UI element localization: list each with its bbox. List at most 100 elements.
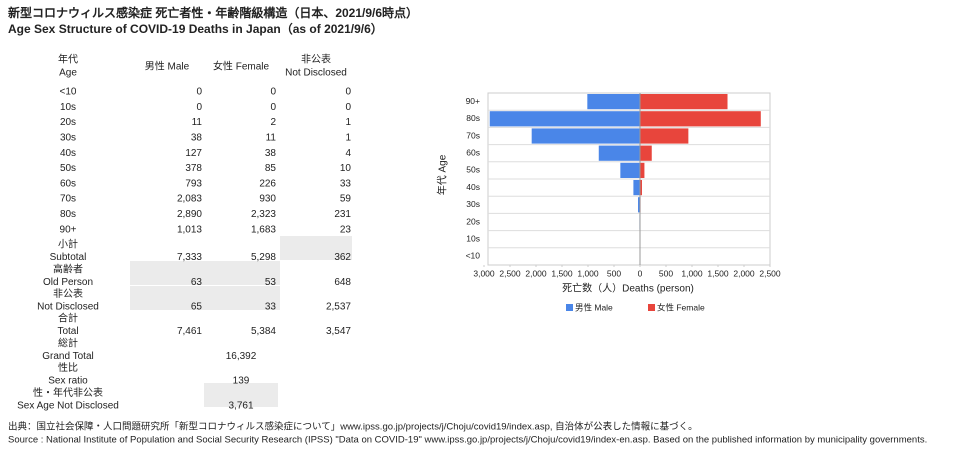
x-tick-label: 2,000 [733, 268, 755, 278]
cell: 0 [196, 102, 202, 113]
cell: 7,461 [177, 326, 202, 337]
y-axis-label: 年代 Age [436, 154, 449, 195]
cell: 1 [345, 133, 351, 144]
y-tick-label: 30s [466, 199, 480, 209]
row-label: 70s [60, 194, 76, 205]
row-label: 30s [60, 133, 76, 144]
cell: 930 [259, 194, 276, 205]
x-tick-label: 1,000 [681, 268, 703, 278]
x-tick-label: 500 [607, 268, 621, 278]
cell: 85 [265, 163, 277, 174]
cell-shade [204, 383, 278, 407]
cell: 3,761 [228, 400, 253, 411]
cell: 1,013 [177, 224, 202, 235]
cell: 226 [259, 178, 276, 189]
row-label: Total [57, 326, 78, 337]
cell: 38 [191, 133, 203, 144]
row-label: Sex Age Not Disclosed [17, 400, 119, 411]
x-tick-label: 2,500 [499, 268, 521, 278]
x-tick-label: 500 [659, 268, 673, 278]
cell: 127 [185, 148, 202, 159]
footer-ja: 出典：国立社会保障・人口問題研究所「新型コロナウィルス感染症について」www.i… [8, 421, 698, 433]
y-tick-label: 80s [466, 113, 480, 123]
x-tick-label: 1,000 [577, 268, 599, 278]
cell-shade [130, 261, 280, 285]
bar [489, 111, 640, 127]
legend-label: 女性 Female [657, 302, 705, 312]
row-label: 80s [60, 209, 76, 220]
column-header: 年代 [58, 53, 78, 66]
legend-swatch [648, 304, 655, 311]
x-tick-label: 1,500 [551, 268, 573, 278]
cell: 63 [191, 277, 203, 288]
x-axis-label: 死亡数（人）Deaths (person) [562, 282, 694, 295]
bar [640, 162, 645, 178]
cell: 3,547 [326, 326, 351, 337]
row-label: Grand Total [42, 351, 94, 362]
row-label: 総計 [58, 336, 78, 349]
column-header: Not Disclosed [285, 68, 347, 79]
x-tick-label: 0 [638, 268, 643, 278]
cell-shade [130, 286, 280, 310]
row-label: 60s [60, 178, 76, 189]
row-label: 50s [60, 163, 76, 174]
row-label: 非公表 [53, 287, 83, 300]
bar [640, 180, 642, 196]
title: 新型コロナウィルス感染症 死亡者性・年齢階級構造（日本、2021/9/6時点） [8, 5, 418, 20]
bar [531, 128, 640, 144]
cell: 2,323 [251, 209, 276, 220]
legend-swatch [566, 304, 573, 311]
cell: 0 [270, 87, 276, 98]
cell: 0 [196, 87, 202, 98]
x-tick-label: 3,000 [473, 268, 495, 278]
cell: 2,890 [177, 209, 202, 220]
row-label: Sex ratio [48, 376, 88, 387]
row-label: <10 [60, 87, 77, 98]
cell: 5,384 [251, 326, 276, 337]
cell: 7,333 [177, 252, 202, 263]
row-label: 40s [60, 148, 76, 159]
cell: 1,683 [251, 224, 276, 235]
bar [633, 180, 640, 196]
cell: 11 [266, 133, 277, 144]
cell: 16,392 [226, 351, 257, 362]
column-header: 非公表 [301, 53, 331, 66]
row-label: 90+ [60, 224, 77, 235]
row-label: Old Person [43, 277, 93, 288]
y-tick-label: 70s [466, 130, 480, 140]
row-label: 10s [60, 102, 76, 113]
row-label: Subtotal [50, 252, 87, 263]
cell: 10 [340, 163, 352, 174]
bar [640, 145, 652, 161]
cell: 793 [185, 178, 202, 189]
cell: 65 [191, 302, 203, 313]
bar [640, 111, 761, 127]
bar [640, 94, 728, 110]
bar [638, 197, 640, 213]
cell: 5,298 [251, 252, 276, 263]
cell: 53 [265, 277, 277, 288]
y-tick-label: 20s [466, 216, 480, 226]
bar [640, 128, 689, 144]
row-label: 合計 [58, 312, 78, 325]
y-tick-label: <10 [466, 251, 481, 261]
cell: 0 [345, 102, 351, 113]
cell: 139 [233, 376, 250, 387]
cell: 2 [270, 117, 276, 128]
row-label: 性比 [58, 361, 78, 374]
column-header: Age [59, 68, 77, 79]
column-header: 男性 Male [145, 60, 190, 73]
y-tick-label: 40s [466, 182, 480, 192]
subtitle: Age Sex Structure of COVID-19 Deaths in … [8, 21, 383, 36]
row-label: 20s [60, 117, 76, 128]
cell: 38 [265, 148, 277, 159]
cell: 2,537 [326, 302, 351, 313]
row-label: Not Disclosed [37, 302, 99, 313]
row-label: 性・年代非公表 [33, 386, 103, 399]
row-label: 小計 [58, 238, 78, 251]
y-tick-label: 90+ [466, 96, 480, 106]
bar [620, 162, 640, 178]
cell-shade [280, 236, 352, 260]
row-label: 高齢者 [53, 262, 83, 275]
